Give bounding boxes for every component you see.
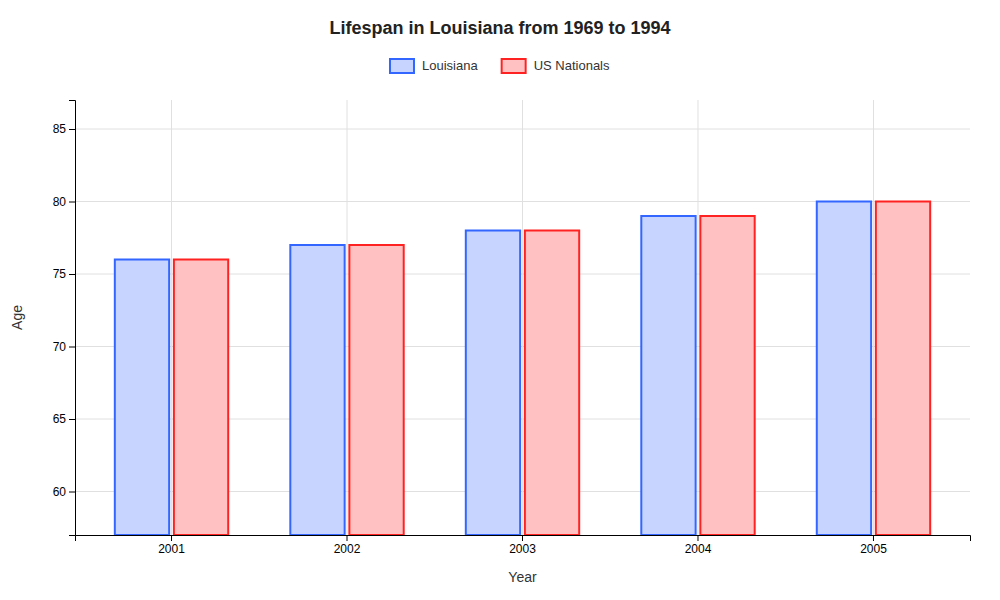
tick-label: 80 <box>53 195 67 209</box>
tick-label: 65 <box>53 412 67 426</box>
tick-mark <box>873 535 874 541</box>
tick-mark <box>522 535 523 541</box>
legend-swatch <box>502 59 526 73</box>
tick-mark <box>697 535 698 541</box>
tick-label: 75 <box>53 267 67 281</box>
legend-item: US Nationals <box>502 58 610 73</box>
axis-line <box>69 101 76 536</box>
grid-line <box>347 100 348 535</box>
tick-label: 2002 <box>334 542 361 556</box>
tick: 85 <box>53 122 75 136</box>
bar <box>641 216 695 535</box>
legend-swatch <box>390 59 414 73</box>
y-axis-title: Age <box>9 305 25 330</box>
tick-label: 60 <box>53 485 67 499</box>
tick-label: 2005 <box>860 542 887 556</box>
grid-line <box>697 100 698 535</box>
tick: 2001 <box>158 535 185 556</box>
grid-line <box>873 100 874 535</box>
bar <box>115 260 169 536</box>
tick-mark <box>69 419 75 420</box>
bar <box>349 245 403 535</box>
tick-mark <box>69 202 75 203</box>
bar-series <box>115 202 871 536</box>
bar-series <box>174 202 930 536</box>
tick-label: 85 <box>53 122 67 136</box>
legend-label: Louisiana <box>422 58 478 73</box>
grid-line <box>171 100 172 535</box>
bar <box>876 202 930 536</box>
grid <box>75 100 970 535</box>
tick-label: 70 <box>53 340 67 354</box>
tick-mark <box>69 129 75 130</box>
axis-line <box>76 536 971 542</box>
tick-mark <box>171 535 172 541</box>
tick-mark <box>347 535 348 541</box>
tick: 2002 <box>334 535 361 556</box>
tick: 60 <box>53 485 75 499</box>
bar <box>700 216 754 535</box>
tick-mark <box>69 274 75 275</box>
tick: 80 <box>53 195 75 209</box>
x-axis-title: Year <box>508 569 537 585</box>
tick: 2004 <box>685 535 712 556</box>
tick: 65 <box>53 412 75 426</box>
tick-mark <box>69 347 75 348</box>
legend-item: Louisiana <box>390 58 478 73</box>
bars <box>115 202 930 536</box>
tick: 2003 <box>509 535 536 556</box>
bar <box>466 231 520 536</box>
title: Lifespan in Louisiana from 1969 to 1994 <box>329 18 670 38</box>
tick: 75 <box>53 267 75 281</box>
tick-label: 2001 <box>158 542 185 556</box>
bar <box>817 202 871 536</box>
chart: 60 65 70 75 80 85 2001 2002 2003 2004 2005 Year Age L… <box>0 0 1000 600</box>
x-axis: 2001 2002 2003 2004 2005 <box>76 535 971 556</box>
bar <box>290 245 344 535</box>
bar <box>174 260 228 536</box>
tick-mark <box>69 492 75 493</box>
legend: Louisiana US Nationals <box>390 58 610 73</box>
y-axis: 60 65 70 75 80 85 <box>53 101 76 536</box>
tick: 70 <box>53 340 75 354</box>
plot: 60 65 70 75 80 85 2001 2002 2003 2004 2005 <box>53 100 971 556</box>
tick-label: 2003 <box>509 542 536 556</box>
legend-label: US Nationals <box>534 58 610 73</box>
tick-label: 2004 <box>685 542 712 556</box>
grid-line <box>522 100 523 535</box>
tick: 2005 <box>860 535 887 556</box>
bar <box>525 231 579 536</box>
